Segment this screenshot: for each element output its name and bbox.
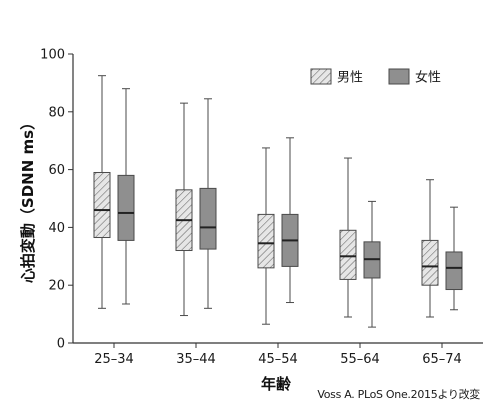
box-male (339, 157, 357, 318)
y-tick-label: 100 (40, 48, 65, 63)
box-iqr (117, 174, 135, 241)
box-female (199, 98, 217, 309)
box-male (93, 75, 111, 309)
box-iqr (199, 187, 217, 250)
box-female (363, 200, 381, 328)
legend-swatch-female (388, 68, 410, 85)
box-female (117, 88, 135, 305)
box-iqr (93, 171, 111, 239)
x-tick-label: 35–44 (176, 352, 216, 367)
box-female (281, 137, 299, 304)
box-male (175, 102, 193, 317)
legend: 男性 女性 (310, 68, 441, 86)
box-iqr (445, 251, 463, 291)
y-tick-label: 20 (48, 279, 65, 294)
y-tick-label: 60 (48, 163, 65, 178)
axes: 0 20 40 60 80 100 25–34 35–44 45–54 55–64 65–74 (40, 48, 483, 367)
box-female (445, 206, 463, 311)
box-iqr (257, 213, 275, 269)
box-male (257, 147, 275, 325)
y-tick-label: 0 (57, 337, 65, 352)
y-axis-title: 心拍変動（SDNN ms） (19, 115, 37, 283)
box-iqr (339, 229, 357, 280)
box-iqr (421, 239, 439, 286)
x-tick-label: 55–64 (340, 352, 380, 367)
y-tick-label: 40 (48, 221, 65, 236)
boxes (93, 75, 463, 328)
x-tick-label: 65–74 (422, 352, 462, 367)
y-tick-label: 80 (48, 105, 65, 120)
x-tick-label: 45–54 (258, 352, 298, 367)
x-axis-title: 年齢 (261, 375, 292, 393)
legend-label-male: 男性 (337, 71, 363, 86)
source-citation: Voss A. PLoS One.2015より改変 (317, 387, 480, 401)
box-male (421, 179, 439, 318)
legend-swatch-male (310, 68, 332, 85)
legend-label-female: 女性 (415, 70, 441, 86)
x-tick-label: 25–34 (94, 352, 134, 367)
